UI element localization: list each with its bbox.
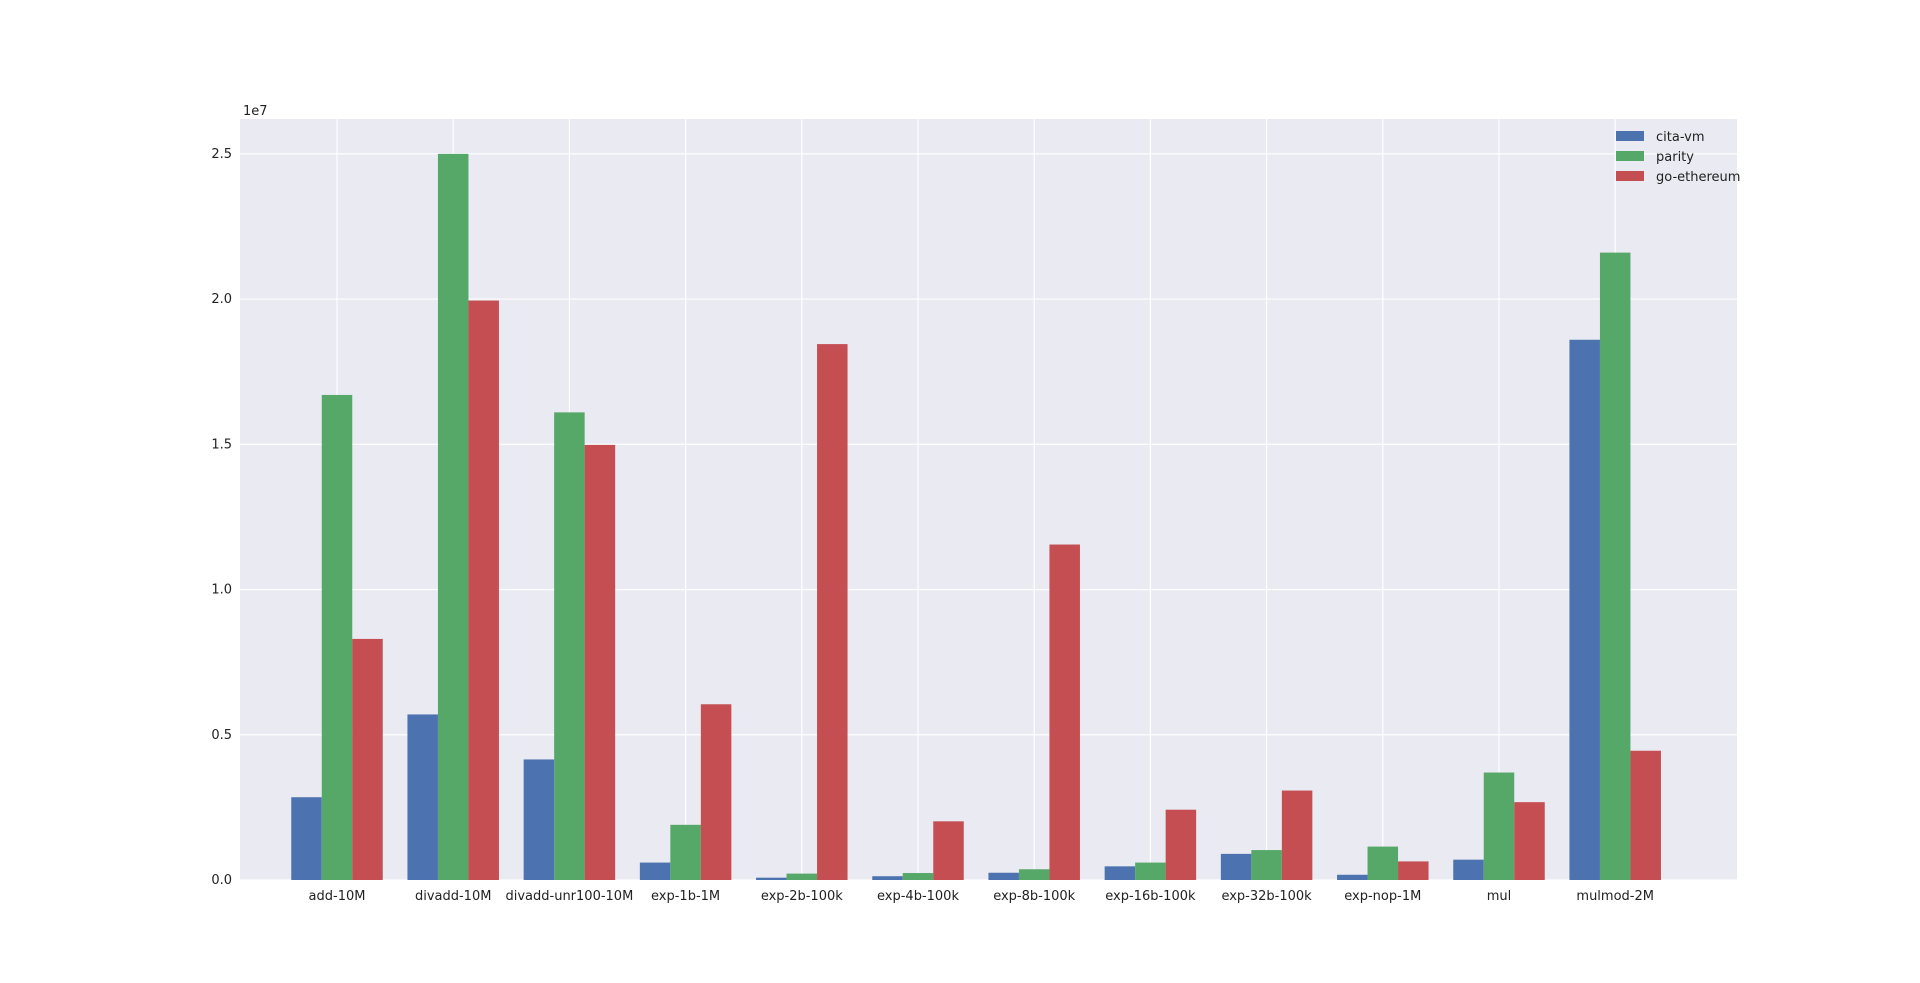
bar-cita-vm-add-10M [291,797,322,880]
bar-cita-vm-mulmod-2M [1569,339,1600,881]
y-tick-label: 2.0 [211,292,232,307]
bar-parity-exp-nop-1M [1367,846,1399,880]
bar-cita-vm-exp-nop-1M [1337,874,1368,880]
bar-parity-exp-16b-100k [1135,862,1166,880]
y-tick-label: 2.5 [211,147,232,162]
legend-label: go-ethereum [1656,170,1740,185]
x-tick-label: exp-32b-100k [1221,889,1312,904]
bar-cita-vm-divadd-10M [407,714,438,880]
y-axis-ticks: 0.0 0.5 1.0 1.5 2.0 2.5 [211,147,232,888]
bar-cita-vm-mul [1453,859,1484,880]
bar-go-ethereum-exp-32b-100k [1281,790,1313,880]
legend-swatch [1616,131,1644,141]
bar-go-ethereum-exp-2b-100k [817,344,848,880]
legend-label: parity [1656,150,1694,165]
x-tick-label: exp-2b-100k [761,889,843,904]
y-tick-label: 0.5 [211,728,232,743]
bar-go-ethereum-add-10M [352,638,383,880]
bar-cita-vm-exp-16b-100k [1104,866,1136,880]
bar-cita-vm-exp-32b-100k [1220,853,1252,880]
bar-go-ethereum-exp-8b-100k [1049,544,1080,880]
bar-parity-exp-2b-100k [786,873,818,880]
x-axis-ticks: add-10M divadd-10M divadd-unr100-10M exp-1b… [309,889,1654,904]
bar-go-ethereum-exp-nop-1M [1398,861,1429,880]
bar-parity-exp-8b-100k [1018,869,1050,880]
bar-go-ethereum-exp-16b-100k [1165,809,1197,880]
x-tick-label: divadd-10M [415,889,491,904]
y-tick-label: 0.0 [211,873,232,888]
bar-parity-exp-1b-1M [670,824,701,880]
bar-parity-exp-32b-100k [1251,850,1282,880]
x-tick-label: exp-8b-100k [993,889,1075,904]
bar-parity-divadd-unr100-10M [554,412,585,880]
bar-cita-vm-exp-2b-100k [756,877,787,880]
x-tick-label: exp-4b-100k [877,889,959,904]
legend-swatch [1616,151,1644,161]
bars [291,153,1661,881]
bar-cita-vm-exp-1b-1M [639,862,671,880]
x-tick-label: exp-1b-1M [651,889,720,904]
y-tick-label: 1.5 [211,437,232,452]
bar-parity-mul [1483,772,1515,880]
bar-go-ethereum-divadd-10M [468,300,499,880]
y-tick-label: 1.0 [211,583,232,598]
legend-swatch [1616,171,1644,181]
x-tick-label: exp-16b-100k [1105,889,1196,904]
bar-go-ethereum-exp-1b-1M [700,704,732,880]
legend-label: cita-vm [1656,130,1705,145]
bar-go-ethereum-exp-4b-100k [933,821,964,880]
bar-cita-vm-exp-4b-100k [872,876,903,880]
bar-parity-divadd-10M [437,153,469,880]
bar-cita-vm-exp-8b-100k [988,872,1019,880]
x-tick-label: mul [1487,889,1512,904]
bar-parity-exp-4b-100k [902,873,934,880]
bar-go-ethereum-mulmod-2M [1630,750,1661,880]
bar-parity-mulmod-2M [1599,252,1631,880]
x-tick-label: exp-nop-1M [1344,889,1421,904]
x-tick-label: add-10M [309,889,366,904]
legend: cita-vm parity go-ethereum [1616,130,1740,185]
bar-cita-vm-divadd-unr100-10M [523,759,555,880]
y-scale-label: 1e7 [243,104,268,119]
bar-go-ethereum-divadd-unr100-10M [584,444,616,880]
bar-parity-add-10M [321,394,353,880]
x-tick-label: divadd-unr100-10M [505,889,633,904]
x-tick-label: mulmod-2M [1576,889,1654,904]
bar-go-ethereum-mul [1514,802,1545,880]
